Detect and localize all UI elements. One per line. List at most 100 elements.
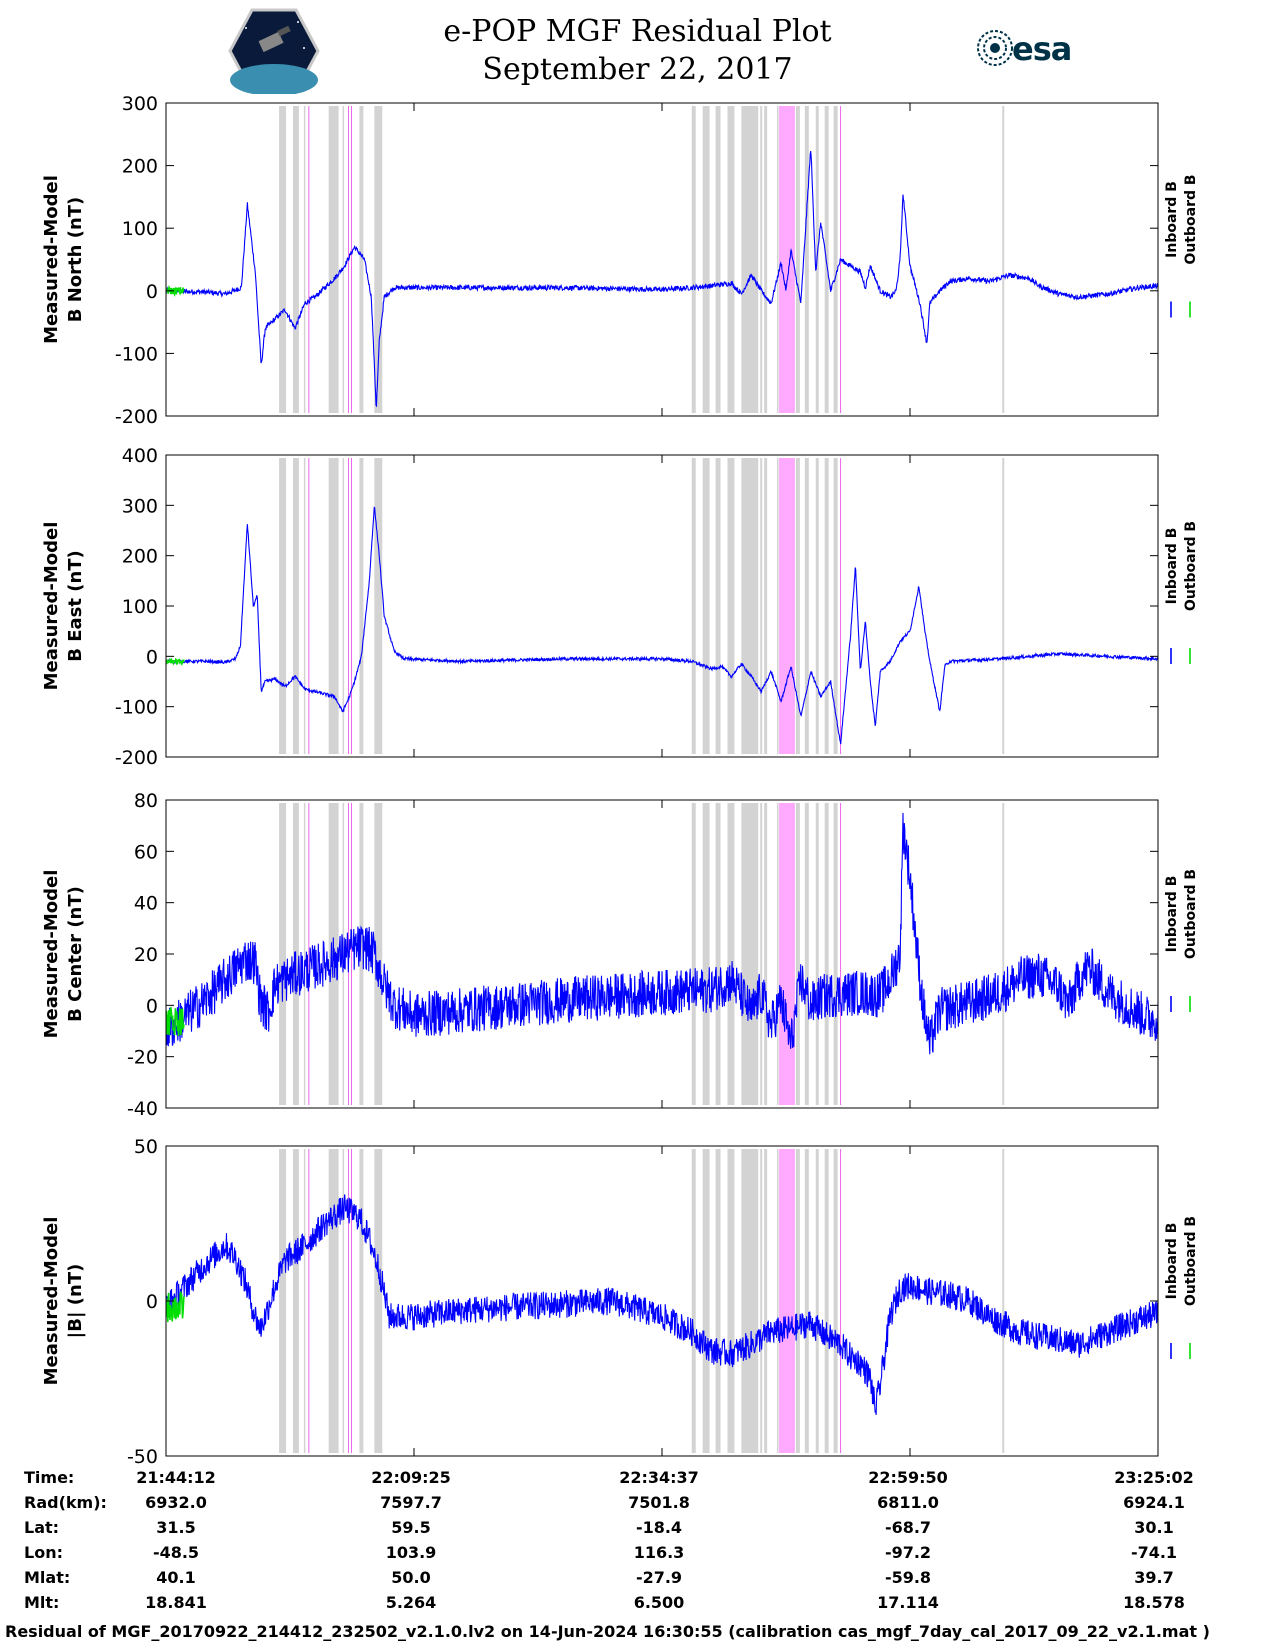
- y-tick-label: -40: [127, 1098, 158, 1120]
- pink-band: [779, 1149, 795, 1453]
- gray-band: [741, 106, 759, 413]
- ephem-row-time: Time: 21:44:12 22:09:25 22:34:37 22:59:5…: [24, 1468, 1194, 1487]
- gray-band: [760, 458, 763, 754]
- panel-4: 50 0 -50 Measured-Model |B| (nT) Inboard B Out…: [41, 1136, 1199, 1468]
- plot-frame: [165, 102, 1159, 417]
- inboard-series-line: [166, 506, 1158, 745]
- gray-band: [374, 106, 383, 413]
- ephem-row-radius: Rad(km): 6932.0 7597.7 7501.8 6811.0 692…: [24, 1493, 1185, 1512]
- gray-band: [374, 458, 383, 754]
- pink-band: [779, 458, 795, 754]
- legend-outboard-label: Outboard B: [1183, 1216, 1199, 1306]
- gray-band: [328, 1149, 339, 1453]
- gray-band: [359, 106, 364, 413]
- gray-band: [303, 803, 306, 1105]
- gray-band: [342, 803, 345, 1105]
- y-tick-label: 100: [122, 596, 158, 618]
- gray-band: [279, 458, 287, 754]
- gray-band: [824, 803, 829, 1105]
- gray-band: [691, 458, 696, 754]
- gray-band: [777, 458, 779, 754]
- y-tick-label: 200: [122, 156, 158, 178]
- y-tick-label: 300: [122, 495, 158, 517]
- gray-band: [303, 1149, 306, 1453]
- pink-band: [779, 803, 795, 1105]
- y-tick-label: -20: [127, 1047, 158, 1069]
- outboard-series-line: [166, 657, 185, 667]
- gray-band: [374, 1149, 383, 1453]
- gray-band: [359, 458, 364, 754]
- y-tick-label: 300: [122, 93, 158, 115]
- panel-3: 80 60 40 20 0 -20 -40 Measured-Model B Center (n…: [41, 790, 1199, 1120]
- ephem-row-mlat: Mlat: 40.1 50.0 -27.9 -59.8 39.7: [24, 1568, 1174, 1587]
- gray-band: [279, 803, 287, 1105]
- gray-band: [764, 106, 768, 413]
- y-tick-label: 400: [122, 445, 158, 467]
- y-tick-label: -100: [115, 343, 158, 365]
- panel-1: 300 200 100 0 -100 -200 Measured-Model B North …: [41, 93, 1199, 428]
- gray-band: [804, 803, 809, 1105]
- chart-title: e-POP MGF Residual Plot: [443, 14, 832, 49]
- legend-inboard-label: Inboard B: [1164, 1223, 1180, 1300]
- gray-band: [760, 803, 763, 1105]
- outboard-series-line: [166, 284, 185, 298]
- y-axis-label: |B| (nT): [65, 1264, 86, 1339]
- legend-outboard-label: Outboard B: [1183, 869, 1199, 959]
- gray-band: [833, 1149, 838, 1453]
- y-axis-label: Measured-Model: [41, 522, 62, 691]
- gray-band: [804, 458, 809, 754]
- gray-band: [760, 106, 763, 413]
- inboard-series-line: [166, 812, 1158, 1055]
- chart-subtitle: September 22, 2017: [482, 52, 793, 87]
- gray-band: [374, 803, 383, 1105]
- gray-band: [328, 106, 339, 413]
- gray-band: [715, 106, 721, 413]
- gray-band: [303, 106, 306, 413]
- outboard-series-line: [166, 1007, 185, 1036]
- gray-band: [303, 458, 306, 754]
- y-tick-label: 60: [134, 841, 158, 863]
- gray-band: [292, 1149, 299, 1453]
- y-tick-label: 80: [134, 790, 158, 812]
- gray-band: [777, 803, 779, 1105]
- gray-band: [777, 1149, 779, 1453]
- gray-band: [702, 803, 710, 1105]
- plot-frame: [165, 454, 1159, 758]
- inboard-series-line: [166, 1194, 1158, 1416]
- gray-band: [741, 1149, 759, 1453]
- gray-band: [715, 458, 721, 754]
- gray-band: [727, 803, 735, 1105]
- inboard-series-line: [166, 151, 1158, 408]
- gray-band: [833, 106, 838, 413]
- ephem-row-mlt: Mlt: 18.841 5.264 6.500 17.114 18.578: [24, 1593, 1185, 1612]
- gray-band: [764, 1149, 768, 1453]
- y-tick-label: -50: [127, 1446, 158, 1468]
- gray-band: [795, 458, 800, 754]
- gray-band: [342, 458, 345, 754]
- gray-band: [342, 1149, 345, 1453]
- gray-band: [702, 1149, 710, 1453]
- gray-band: [279, 1149, 287, 1453]
- y-axis-label: Measured-Model: [41, 1217, 62, 1386]
- gray-band: [804, 106, 809, 413]
- y-tick-label: -200: [115, 406, 158, 428]
- gray-band: [741, 803, 759, 1105]
- ephem-row-lon: Lon: -48.5 103.9 116.3 -97.2 -74.1: [24, 1543, 1178, 1562]
- gray-band: [727, 1149, 735, 1453]
- gray-band: [691, 803, 696, 1105]
- gray-band: [702, 458, 710, 754]
- gray-band: [702, 106, 710, 413]
- legend-inboard-label: Inboard B: [1164, 876, 1180, 953]
- gray-band: [804, 1149, 809, 1453]
- y-axis-label: Measured-Model: [41, 870, 62, 1039]
- gray-band: [833, 458, 838, 754]
- gray-band: [764, 803, 768, 1105]
- y-tick-label: 200: [122, 546, 158, 568]
- gray-band: [815, 803, 819, 1105]
- y-tick-label: 0: [146, 281, 158, 303]
- y-tick-label: 20: [134, 944, 158, 966]
- ephem-row-lat: Lat: 31.5 59.5 -18.4 -68.7 30.1: [24, 1518, 1174, 1537]
- gray-band: [342, 106, 345, 413]
- y-tick-label: 0: [146, 1291, 158, 1313]
- y-tick-label: 100: [122, 218, 158, 240]
